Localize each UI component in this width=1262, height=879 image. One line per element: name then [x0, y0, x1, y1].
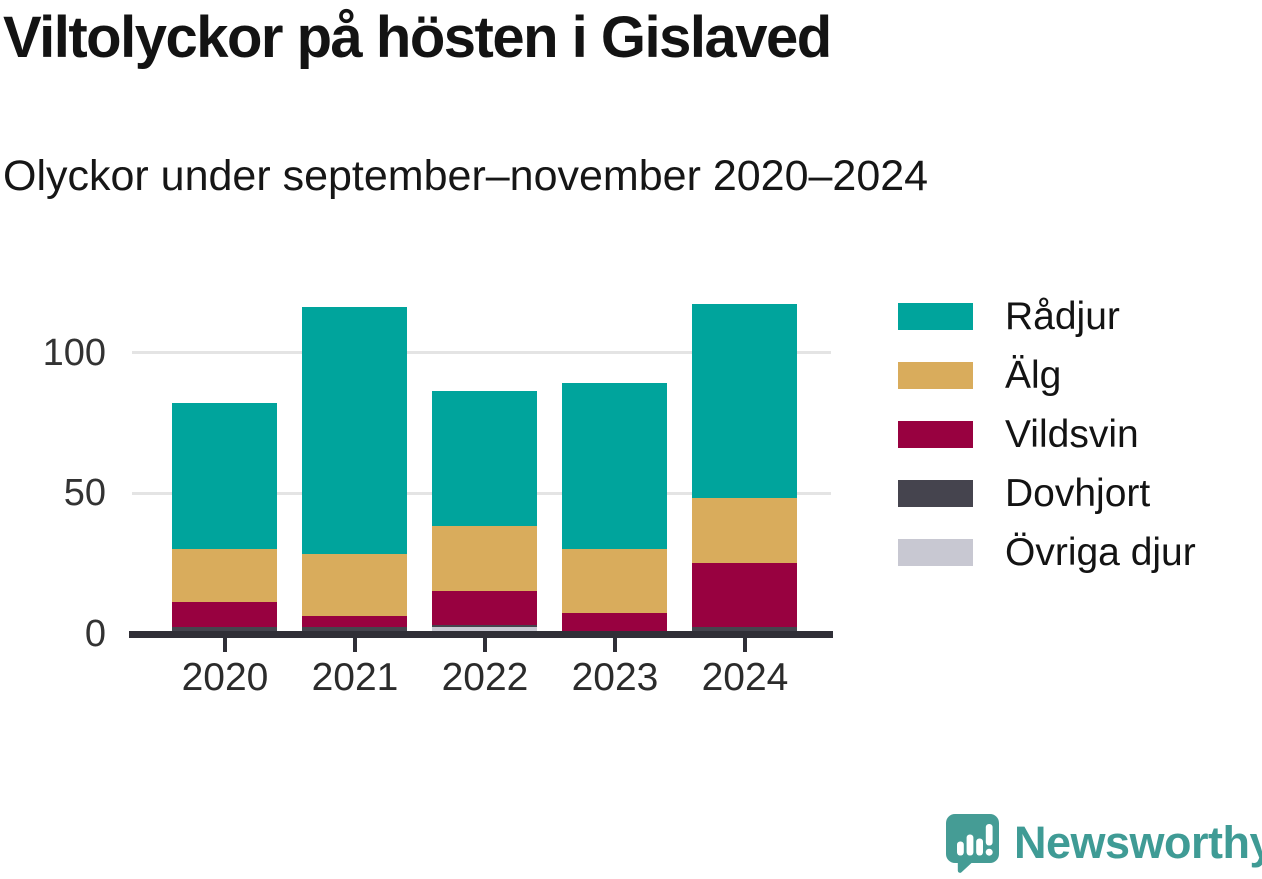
segment-vildsvin-2020: [172, 602, 277, 627]
bar-2020: [172, 0, 277, 633]
legend-item-alg: Älg: [898, 354, 1061, 397]
segment-alg-2024: [692, 498, 797, 563]
legend-swatch-vildsvin: [898, 421, 973, 448]
bar-2022: [432, 0, 537, 633]
y-axis-label-100: 100: [42, 332, 106, 374]
stacked-bar-chart: 0 50 100 2020 2021 2022 2023 2024: [42, 0, 833, 699]
x-tick-2024: [743, 638, 747, 652]
x-axis-label-2022: 2022: [441, 656, 529, 699]
bar-2024: [692, 0, 797, 633]
segment-alg-2022: [432, 526, 537, 591]
legend-item-radjur: Rådjur: [898, 295, 1120, 338]
legend-item-ovriga-djur: Övriga djur: [898, 531, 1196, 574]
segment-ovriga-djur-2022: [432, 627, 537, 633]
segment-vildsvin-2023: [562, 613, 667, 633]
legend-swatch-radjur: [898, 303, 973, 330]
x-axis-label-2024: 2024: [701, 656, 789, 699]
segment-dovhjort-2024: [692, 627, 797, 633]
segment-radjur-2021: [302, 307, 407, 554]
x-tick-2021: [353, 638, 357, 652]
segment-radjur-2020: [172, 403, 277, 549]
legend-label-vildsvin: Vildsvin: [1005, 412, 1139, 456]
y-axis-label-0: 0: [84, 613, 106, 655]
legend-item-vildsvin: Vildsvin: [898, 413, 1139, 456]
legend-label-ovriga-djur: Övriga djur: [1005, 530, 1196, 574]
gridline-100: [132, 351, 831, 354]
x-axis-line: [129, 631, 833, 638]
bar-2021: [302, 0, 407, 633]
legend-label-alg: Älg: [1005, 353, 1062, 397]
x-axis-label-2023: 2023: [571, 656, 659, 699]
segment-alg-2020: [172, 549, 277, 602]
y-axis-label-50: 50: [63, 472, 106, 514]
chart-title: Viltolyckor på hösten i Gislaved: [3, 5, 832, 70]
legend-swatch-dovhjort: [898, 480, 973, 507]
x-tick-2022: [483, 638, 487, 652]
segment-vildsvin-2022: [432, 591, 537, 625]
x-axis-label-2020: 2020: [181, 656, 269, 699]
segment-vildsvin-2021: [302, 616, 407, 627]
segment-dovhjort-2020: [172, 627, 277, 633]
segment-alg-2021: [302, 554, 407, 616]
x-tick-2020: [223, 638, 227, 652]
legend-label-dovhjort: Dovhjort: [1005, 471, 1151, 515]
x-tick-2023: [613, 638, 617, 652]
brand-name: Newsworthy: [1014, 817, 1262, 868]
legend-swatch-ovriga-djur: [898, 539, 973, 566]
newsworthy-logo-icon: [946, 814, 999, 873]
segment-dovhjort-2022: [432, 625, 537, 627]
x-axis-label-2021: 2021: [311, 656, 399, 699]
segment-radjur-2022: [432, 391, 537, 526]
segment-vildsvin-2024: [692, 563, 797, 627]
legend-swatch-alg: [898, 362, 973, 389]
legend-item-dovhjort: Dovhjort: [898, 472, 1150, 515]
chart-subtitle: Olyckor under september–november 2020–20…: [3, 152, 929, 200]
bar-2023: [562, 0, 667, 633]
segment-radjur-2024: [692, 304, 797, 498]
segment-alg-2023: [562, 549, 667, 613]
legend-label-radjur: Rådjur: [1005, 294, 1120, 338]
segment-dovhjort-2021: [302, 627, 407, 633]
brand-footer: Newsworthy: [944, 812, 1262, 874]
segment-radjur-2023: [562, 383, 667, 549]
